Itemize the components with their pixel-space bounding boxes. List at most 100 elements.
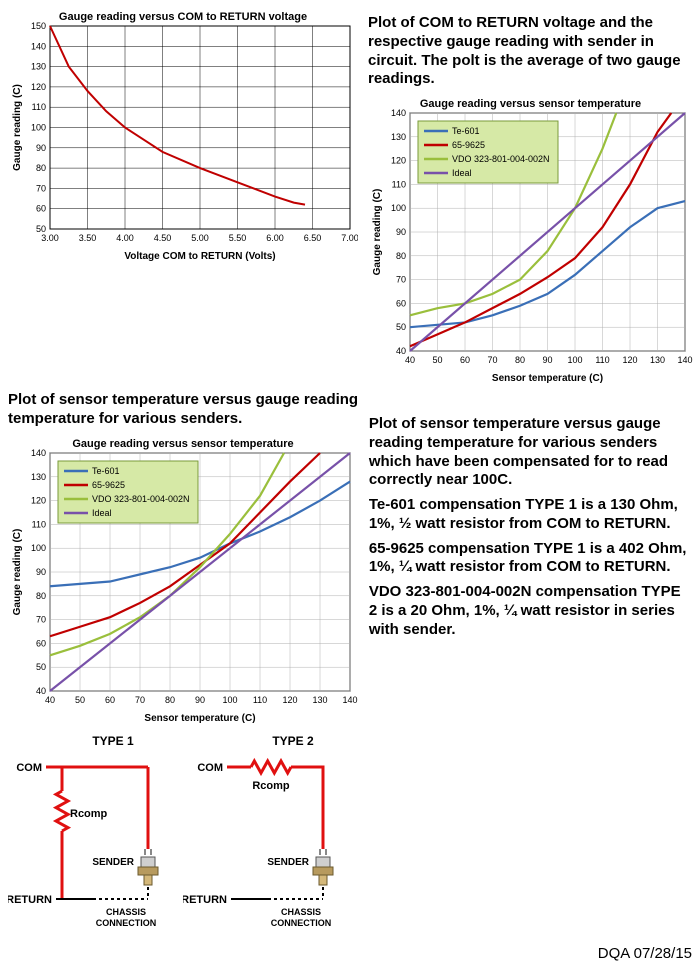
svg-text:130: 130 [650, 355, 665, 365]
svg-text:Gauge reading (C): Gauge reading (C) [372, 189, 383, 276]
svg-text:5.00: 5.00 [191, 233, 209, 243]
svg-text:130: 130 [391, 132, 406, 142]
svg-text:Gauge reading versus COM to RE: Gauge reading versus COM to RETURN volta… [59, 11, 307, 23]
footer-date: DQA 07/28/15 [8, 945, 692, 962]
svg-text:110: 110 [32, 519, 46, 529]
svg-text:4.00: 4.00 [116, 233, 134, 243]
chart-voltage: Gauge reading versus COM to RETURN volta… [8, 8, 358, 263]
svg-text:70: 70 [36, 614, 46, 624]
svg-text:Ideal: Ideal [452, 168, 472, 178]
svg-text:120: 120 [31, 82, 46, 92]
svg-text:40: 40 [405, 355, 415, 365]
svg-text:80: 80 [165, 695, 175, 705]
svg-text:110: 110 [253, 695, 267, 705]
svg-text:90: 90 [36, 143, 46, 153]
svg-text:Te-601: Te-601 [452, 126, 480, 136]
svg-text:3.00: 3.00 [41, 233, 59, 243]
desc-left-mid: Plot of sensor temperature versus gauge … [8, 391, 359, 429]
comp-vdo: VDO 323-801-004-002N compensation TYPE 2… [369, 583, 692, 639]
svg-text:COM: COM [197, 762, 223, 774]
svg-text:90: 90 [542, 355, 552, 365]
svg-text:100: 100 [222, 695, 237, 705]
svg-text:40: 40 [36, 686, 46, 696]
svg-text:Gauge reading versus sensor te: Gauge reading versus sensor temperature [72, 438, 293, 450]
svg-text:65-9625: 65-9625 [452, 140, 485, 150]
svg-text:70: 70 [487, 355, 497, 365]
svg-text:90: 90 [195, 695, 205, 705]
svg-text:150: 150 [31, 21, 46, 31]
svg-text:40: 40 [396, 346, 406, 356]
svg-text:60: 60 [36, 204, 46, 214]
svg-text:6.00: 6.00 [266, 233, 284, 243]
svg-text:50: 50 [396, 322, 406, 332]
svg-text:130: 130 [31, 62, 46, 72]
svg-text:100: 100 [31, 543, 46, 553]
svg-text:60: 60 [105, 695, 115, 705]
svg-text:Sensor temperature (C): Sensor temperature (C) [492, 373, 603, 384]
svg-text:140: 140 [391, 108, 406, 118]
svg-text:4.50: 4.50 [154, 233, 172, 243]
svg-text:100: 100 [31, 123, 46, 133]
svg-text:SENDER: SENDER [267, 857, 309, 868]
desc-top-right: Plot of COM to RETURN voltage and the re… [368, 14, 693, 89]
svg-text:50: 50 [36, 662, 46, 672]
svg-text:CHASSIS: CHASSIS [106, 907, 146, 917]
svg-text:Gauge reading (C): Gauge reading (C) [12, 528, 23, 615]
svg-text:CONNECTION: CONNECTION [96, 918, 157, 928]
chart-sensor-left: Gauge reading versus sensor temperature 4… [8, 435, 358, 725]
svg-text:100: 100 [567, 355, 582, 365]
comp-te601: Te-601 compensation TYPE 1 is a 130 Ohm,… [369, 496, 692, 534]
schematic-type2: TYPE 2COMRcomp SENDERRETURNCHASSISCONNEC… [183, 731, 358, 941]
svg-text:140: 140 [677, 355, 692, 365]
svg-text:Gauge reading versus sensor te: Gauge reading versus sensor temperature [420, 98, 641, 110]
chart-sensor-right: Gauge reading versus sensor temperature 4… [368, 95, 693, 385]
svg-text:70: 70 [396, 275, 406, 285]
svg-text:60: 60 [36, 638, 46, 648]
svg-text:140: 140 [31, 41, 46, 51]
svg-text:130: 130 [31, 471, 46, 481]
svg-text:50: 50 [432, 355, 442, 365]
svg-text:140: 140 [31, 448, 46, 458]
svg-text:Voltage COM to RETURN (Volts): Voltage COM to RETURN (Volts) [124, 251, 275, 262]
svg-text:110: 110 [392, 179, 406, 189]
svg-text:TYPE 2: TYPE 2 [272, 734, 314, 748]
svg-text:VDO 323-801-004-002N: VDO 323-801-004-002N [452, 154, 550, 164]
svg-text:Ideal: Ideal [92, 508, 112, 518]
svg-text:80: 80 [36, 590, 46, 600]
svg-text:120: 120 [282, 695, 297, 705]
svg-text:120: 120 [391, 156, 406, 166]
svg-text:50: 50 [75, 695, 85, 705]
svg-text:90: 90 [36, 567, 46, 577]
svg-text:RETURN: RETURN [8, 894, 52, 906]
svg-text:60: 60 [460, 355, 470, 365]
svg-text:5.50: 5.50 [229, 233, 247, 243]
svg-text:6.50: 6.50 [304, 233, 322, 243]
svg-text:CHASSIS: CHASSIS [281, 907, 321, 917]
desc-right-mid: Plot of sensor temperature versus gauge … [369, 415, 692, 490]
svg-text:65-9625: 65-9625 [92, 480, 125, 490]
svg-text:SENDER: SENDER [92, 857, 134, 868]
svg-text:60: 60 [396, 298, 406, 308]
svg-text:7.00: 7.00 [341, 233, 358, 243]
svg-text:50: 50 [36, 224, 46, 234]
svg-text:100: 100 [391, 203, 406, 213]
svg-text:110: 110 [595, 355, 609, 365]
svg-text:120: 120 [622, 355, 637, 365]
svg-text:VDO 323-801-004-002N: VDO 323-801-004-002N [92, 494, 190, 504]
svg-text:40: 40 [45, 695, 55, 705]
svg-text:70: 70 [36, 183, 46, 193]
svg-text:3.50: 3.50 [79, 233, 97, 243]
svg-text:80: 80 [396, 251, 406, 261]
svg-text:COM: COM [16, 762, 42, 774]
svg-text:Rcomp: Rcomp [70, 808, 108, 820]
svg-text:80: 80 [515, 355, 525, 365]
schematic-type1: TYPE 1COMRcomp SENDERRETURNCHASSISCONNEC… [8, 731, 183, 941]
svg-text:70: 70 [135, 695, 145, 705]
svg-text:Rcomp: Rcomp [252, 780, 290, 792]
comp-65-9625: 65-9625 compensation TYPE 1 is a 402 Ohm… [369, 540, 692, 578]
svg-text:Te-601: Te-601 [92, 466, 120, 476]
svg-text:RETURN: RETURN [183, 894, 227, 906]
svg-text:Sensor temperature (C): Sensor temperature (C) [144, 713, 255, 724]
svg-text:130: 130 [312, 695, 327, 705]
svg-text:90: 90 [396, 227, 406, 237]
